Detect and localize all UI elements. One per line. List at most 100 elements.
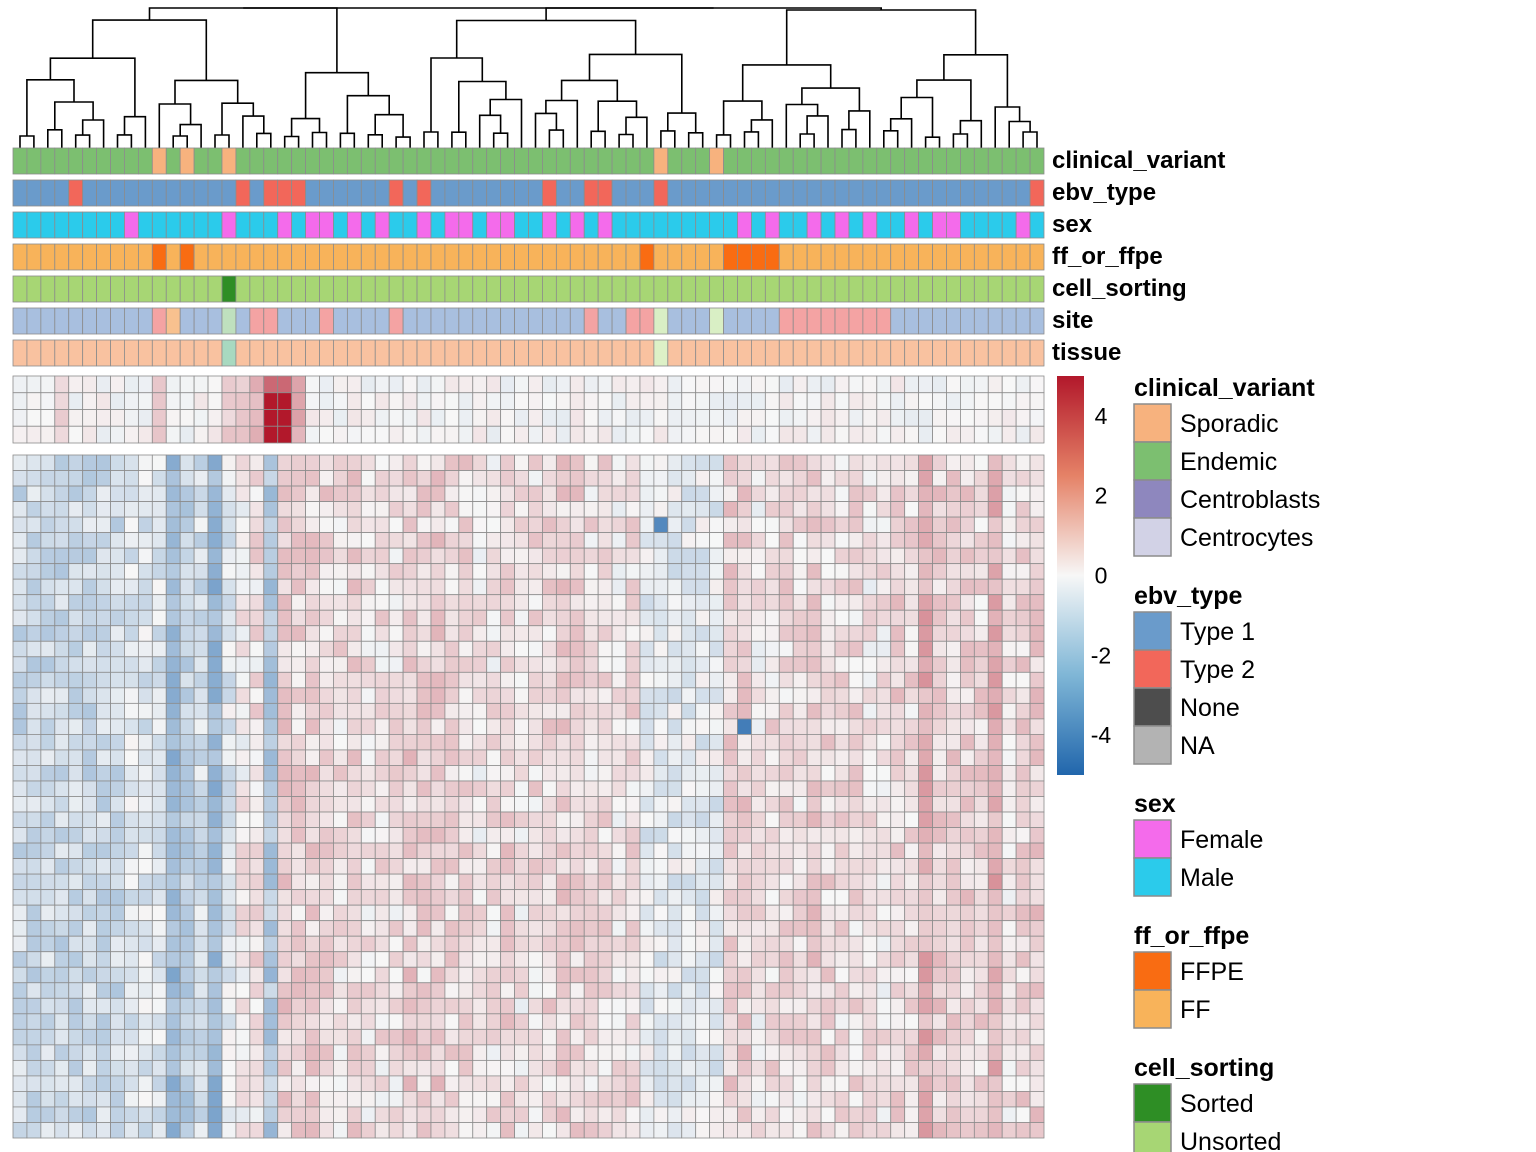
dendrogram-branch — [743, 131, 760, 148]
bottom-block-cell — [346, 656, 362, 673]
bottom-block-cell — [904, 889, 920, 906]
bottom-block-cell — [695, 625, 711, 642]
bottom-block-cell — [764, 904, 780, 922]
bottom-block-cell — [709, 1044, 724, 1061]
top-block-cell — [68, 392, 84, 410]
bottom-block-cell — [695, 547, 711, 565]
bottom-block-cell — [12, 640, 28, 658]
bottom-block-cell — [305, 997, 320, 1015]
bottom-block-cell — [514, 811, 529, 828]
top-block-cell — [597, 409, 613, 427]
bottom-block-cell — [319, 609, 334, 627]
bottom-block-cell — [388, 656, 404, 673]
bottom-block-cell — [360, 1122, 376, 1139]
bottom-block-cell — [1001, 516, 1017, 534]
bottom-block-cell — [444, 904, 460, 922]
bottom-block-cell — [458, 578, 474, 596]
bottom-block-cell — [583, 609, 599, 627]
bottom-block-cell — [137, 749, 153, 766]
bottom-block-cell — [500, 640, 515, 658]
top-block-cell — [277, 425, 293, 444]
bottom-block-cell — [402, 765, 418, 782]
bottom-block-cell — [402, 920, 418, 937]
bottom-block-cell — [681, 470, 697, 487]
bottom-block-cell — [277, 1075, 293, 1092]
bottom-block-cell — [54, 749, 70, 766]
site-cell — [333, 307, 348, 335]
top-block-cell — [583, 375, 599, 394]
bottom-block-cell — [764, 1028, 780, 1046]
bottom-block-cell — [946, 547, 961, 565]
bottom-block-cell — [26, 935, 42, 953]
bottom-block-cell — [110, 1106, 125, 1123]
tissue-cell — [221, 339, 237, 367]
bottom-block-cell — [346, 920, 362, 937]
bottom-block-cell — [193, 951, 209, 968]
sex-cell — [402, 211, 418, 239]
bottom-block-cell — [179, 609, 195, 627]
bottom-block-cell — [207, 1106, 223, 1123]
bottom-block-cell — [987, 951, 1003, 968]
bottom-block-cell — [792, 827, 808, 844]
cell_sorting-cell — [388, 275, 404, 303]
bottom-block-cell — [681, 671, 697, 689]
dendrogram-branch — [952, 133, 969, 148]
bottom-block-cell — [26, 1106, 42, 1123]
bottom-block-cell — [848, 904, 864, 922]
bottom-block-cell — [932, 920, 947, 937]
bottom-block-cell — [737, 470, 752, 487]
bottom-block-cell — [583, 765, 599, 782]
tissue-cell — [542, 339, 557, 367]
bottom-block-cell — [597, 920, 613, 937]
bottom-block-cell — [110, 749, 125, 766]
bottom-block-cell — [333, 454, 348, 471]
bottom-block-cell — [207, 1059, 223, 1077]
top-block-cell — [82, 425, 97, 444]
bottom-block-cell — [764, 1091, 780, 1108]
bottom-block-cell — [681, 532, 697, 549]
bottom-block-cell — [932, 966, 947, 984]
bottom-block-cell — [249, 485, 265, 502]
bottom-block-cell — [151, 1106, 167, 1123]
bottom-block-cell — [583, 827, 599, 844]
bottom-block-cell — [737, 827, 752, 844]
bottom-block-cell — [597, 1091, 613, 1108]
top-block-cell — [792, 409, 808, 427]
bottom-block-cell — [430, 454, 446, 471]
tissue-cell — [709, 339, 724, 367]
clinical_variant-cell — [751, 147, 766, 175]
bottom-block-cell — [987, 656, 1003, 673]
bottom-block-cell — [124, 1028, 139, 1046]
bottom-block-cell — [305, 780, 320, 797]
ebv_type-cell — [458, 179, 474, 207]
bottom-block-cell — [695, 951, 711, 968]
bottom-block-cell — [723, 842, 738, 859]
bottom-block-cell — [416, 1059, 432, 1077]
bottom-block-cell — [918, 485, 933, 502]
bottom-block-cell — [611, 842, 627, 859]
top-block-cell — [792, 375, 808, 394]
bottom-block-cell — [82, 563, 97, 580]
bottom-block-cell — [333, 889, 348, 906]
bottom-block-cell — [918, 904, 933, 922]
tissue-cell — [96, 339, 111, 367]
bottom-block-cell — [26, 827, 42, 844]
bottom-block-cell — [137, 578, 153, 596]
bottom-block-cell — [207, 687, 223, 704]
bottom-block-cell — [820, 1059, 836, 1077]
bottom-block-cell — [1029, 765, 1045, 782]
bottom-block-cell — [695, 827, 711, 844]
bottom-block-cell — [667, 1013, 683, 1030]
bottom-block-cell — [96, 951, 111, 968]
bottom-block-cell — [820, 1122, 836, 1139]
bottom-block-cell — [973, 671, 989, 689]
bottom-block-cell — [40, 1013, 56, 1030]
bottom-block-cell — [904, 858, 920, 875]
bottom-block-cell — [277, 594, 293, 611]
bottom-block-cell — [26, 951, 42, 968]
bottom-block-cell — [723, 609, 738, 627]
sex-cell — [904, 211, 920, 239]
bottom-block-cell — [960, 827, 975, 844]
bottom-block-cell — [876, 501, 892, 518]
sex-cell — [918, 211, 933, 239]
